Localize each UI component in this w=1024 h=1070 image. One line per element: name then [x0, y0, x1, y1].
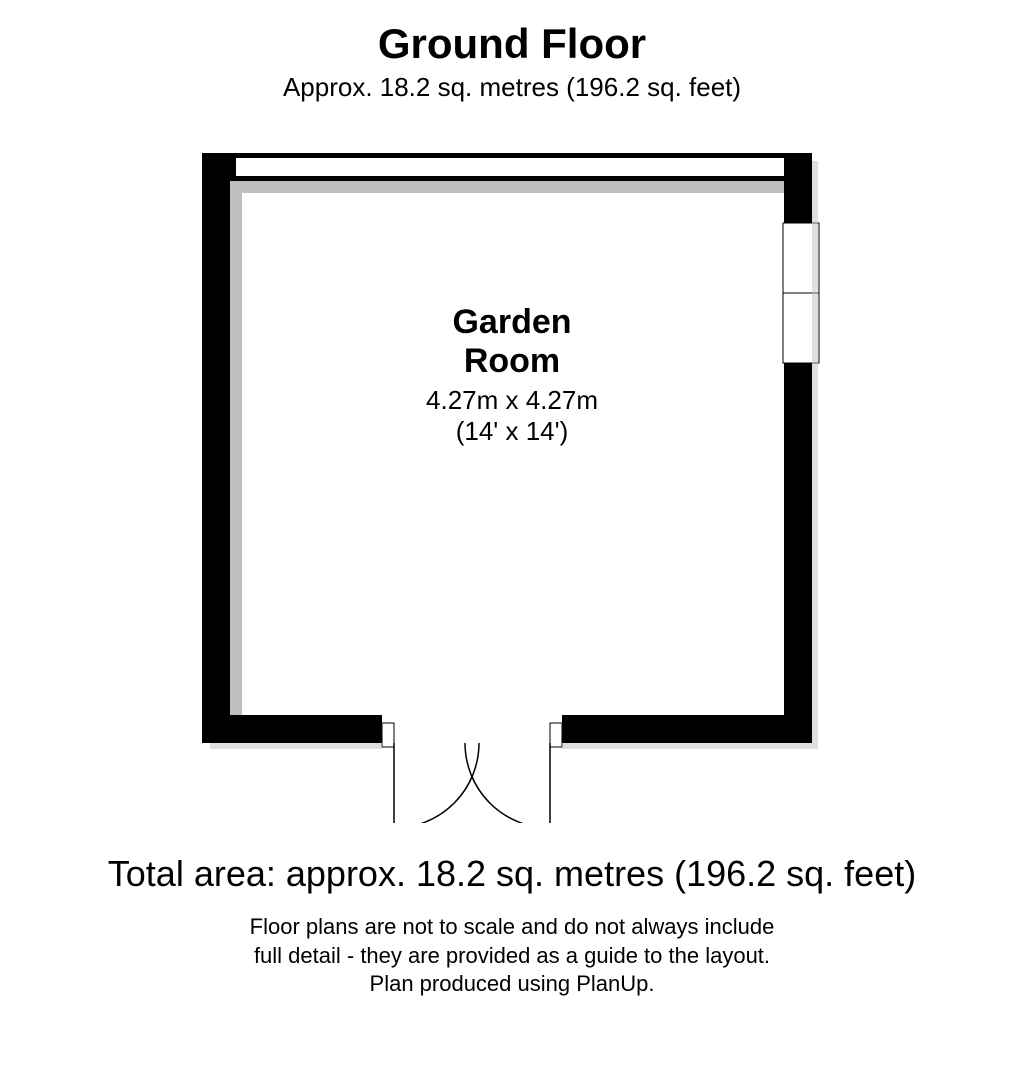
room-name-line2: Room	[464, 342, 560, 380]
disclaimer-line-2: full detail - they are provided as a gui…	[0, 942, 1024, 971]
room-label: Garden Room 4.27m x 4.27m (14' x 14')	[426, 303, 598, 447]
room-dim-metric: 4.27m x 4.27m	[426, 385, 598, 416]
disclaimer-line-3: Plan produced using PlanUp.	[0, 970, 1024, 999]
total-area: Total area: approx. 18.2 sq. metres (196…	[0, 853, 1024, 895]
room-dim-imperial: (14' x 14')	[426, 416, 598, 447]
floor-plan-svg	[192, 143, 832, 823]
page-subtitle: Approx. 18.2 sq. metres (196.2 sq. feet)	[0, 72, 1024, 103]
floor-plan: Garden Room 4.27m x 4.27m (14' x 14')	[192, 143, 832, 823]
disclaimer-line-1: Floor plans are not to scale and do not …	[0, 913, 1024, 942]
room-name-line1: Garden	[452, 303, 571, 341]
page-title: Ground Floor	[0, 20, 1024, 68]
